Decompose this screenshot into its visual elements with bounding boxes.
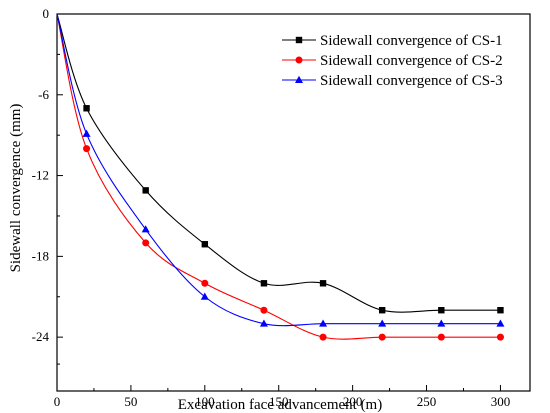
data-point <box>319 319 328 327</box>
data-point <box>496 333 504 341</box>
legend-label: Sidewall convergence of CS-1 <box>320 33 503 49</box>
data-point <box>259 319 268 327</box>
x-tick-label: 200 <box>343 394 363 409</box>
data-point <box>201 241 209 248</box>
data-point <box>319 280 327 287</box>
data-point <box>496 319 505 327</box>
x-axis-title: Excavation face advancement (m) <box>178 397 382 413</box>
data-point <box>142 187 149 194</box>
data-point <box>378 307 386 314</box>
x-tick-label: 300 <box>491 394 511 409</box>
x-tick-label: 100 <box>195 394 215 409</box>
x-tick-label: 50 <box>124 394 137 409</box>
series-1 <box>56 13 504 314</box>
y-axis-title: Sidewall convergence (mm) <box>8 104 24 273</box>
y-tick-label: -24 <box>32 329 50 344</box>
x-tick-label: 0 <box>54 394 61 409</box>
plot-frame <box>56 13 531 392</box>
legend-marker <box>295 75 303 83</box>
y-tick-label: 0 <box>43 6 50 21</box>
series-3 <box>56 13 505 327</box>
data-point <box>378 319 387 327</box>
series-layer <box>56 13 505 341</box>
data-point <box>319 333 327 341</box>
legend: Sidewall convergence of CS-1 Sidewall con… <box>282 33 503 89</box>
series-2 <box>56 13 504 341</box>
legend-label: Sidewall convergence of CS-2 <box>320 53 503 69</box>
legend-marker <box>295 56 303 64</box>
x-tick-label: 150 <box>269 394 289 409</box>
legend-marker <box>295 36 303 44</box>
data-point <box>200 292 209 300</box>
data-point <box>83 145 91 153</box>
data-point <box>142 239 150 247</box>
data-point <box>83 105 90 112</box>
data-point <box>437 333 445 341</box>
axes: 0 50 100 150 200 250 300 0 -6 -12 -18 -24 <box>32 6 531 409</box>
series-line <box>56 13 501 313</box>
data-point <box>82 129 91 137</box>
y-tick-label: -18 <box>32 248 49 263</box>
data-point <box>437 319 446 327</box>
data-point <box>497 307 504 314</box>
data-point <box>438 307 445 314</box>
x-tick-label: 250 <box>417 394 437 409</box>
data-point <box>141 225 150 233</box>
y-tick-label: -6 <box>38 87 49 102</box>
legend-label: Sidewall convergence of CS-3 <box>320 73 503 89</box>
y-tick-label: -12 <box>32 168 49 183</box>
data-point <box>201 279 209 287</box>
data-point <box>260 306 268 314</box>
data-point <box>378 333 386 341</box>
data-point <box>260 280 268 287</box>
